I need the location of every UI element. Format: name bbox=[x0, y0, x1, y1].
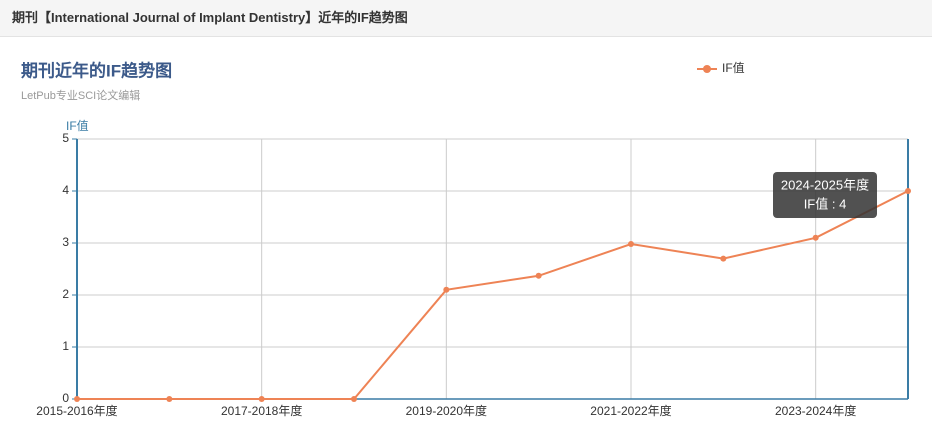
y-tick-label: 3 bbox=[62, 235, 69, 249]
tooltip-text: IF值 : 4 bbox=[804, 196, 847, 211]
x-tick-label: 2017-2018年度 bbox=[221, 403, 302, 418]
y-tick-label: 1 bbox=[62, 339, 69, 353]
y-tick-label: 4 bbox=[62, 183, 69, 197]
data-point bbox=[720, 255, 727, 262]
legend-label: IF值 bbox=[722, 60, 745, 75]
series-line bbox=[77, 190, 909, 400]
y-tick-label: 2 bbox=[62, 287, 69, 301]
data-point bbox=[535, 272, 542, 279]
y-tick-label: 5 bbox=[62, 131, 69, 145]
x-tick-label: 2019-2020年度 bbox=[406, 403, 487, 418]
data-point bbox=[905, 188, 911, 194]
tooltip-box bbox=[773, 172, 877, 218]
data-point bbox=[628, 241, 634, 248]
y-tick-label: 0 bbox=[62, 391, 69, 405]
chart-title: 期刊近年的IF趋势图 bbox=[21, 60, 172, 80]
y-axis-label: IF值 bbox=[66, 118, 89, 133]
data-point bbox=[258, 396, 265, 402]
chart: 期刊近年的IF趋势图 LetPub专业SCI论文编辑 IF值 0 1 2 3 4 5 201… bbox=[21, 60, 911, 418]
tooltip: 2024-2025年度 IF值 : 4 bbox=[773, 172, 877, 218]
x-tick-label: 2023-2024年度 bbox=[775, 403, 856, 418]
data-point bbox=[166, 396, 173, 402]
legend-marker bbox=[703, 65, 711, 73]
page-header: 期刊【International Journal of Implant Dent… bbox=[0, 0, 932, 37]
data-point bbox=[74, 396, 80, 402]
x-tick-label: 2021-2022年度 bbox=[590, 403, 671, 418]
tooltip-title: 2024-2025年度 bbox=[781, 177, 869, 192]
data-point bbox=[443, 286, 450, 293]
data-point bbox=[812, 234, 819, 241]
x-tick-label: 2015-2016年度 bbox=[36, 403, 117, 418]
chart-subtitle: LetPub专业SCI论文编辑 bbox=[21, 88, 140, 102]
data-point bbox=[351, 396, 357, 402]
